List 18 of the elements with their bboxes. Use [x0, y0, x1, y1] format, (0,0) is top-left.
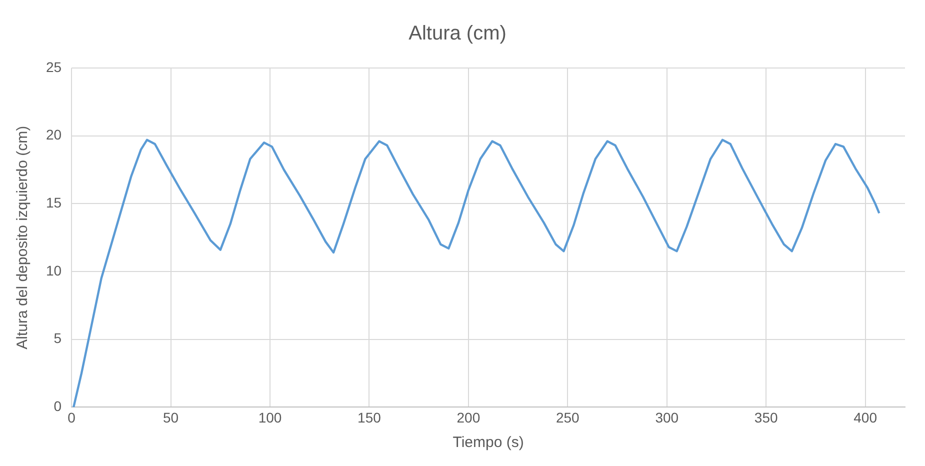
x-tick-label: 250 — [556, 409, 580, 426]
y-tick-label: 10 — [46, 262, 62, 278]
y-tick-label: 20 — [46, 126, 62, 143]
x-tick-label: 150 — [358, 409, 382, 426]
x-tick-label: 100 — [258, 409, 282, 426]
y-tick-label: 25 — [46, 58, 62, 75]
x-tick-label: 0 — [68, 409, 76, 426]
x-tick-label: 200 — [456, 409, 480, 426]
x-axis-title: Tiempo (s) — [452, 434, 524, 452]
chart-title: Altura (cm) — [408, 22, 506, 45]
y-axis-title: Altura del deposito izquierdo (cm) — [14, 126, 32, 350]
x-tick-label: 350 — [754, 409, 778, 426]
y-tick-label: 0 — [54, 398, 62, 414]
x-tick-label: 400 — [854, 409, 878, 426]
y-tick-label: 15 — [46, 194, 62, 211]
x-tick-label: 300 — [655, 409, 679, 426]
y-tick-label: 5 — [54, 330, 62, 346]
x-tick-label: 50 — [163, 409, 179, 426]
